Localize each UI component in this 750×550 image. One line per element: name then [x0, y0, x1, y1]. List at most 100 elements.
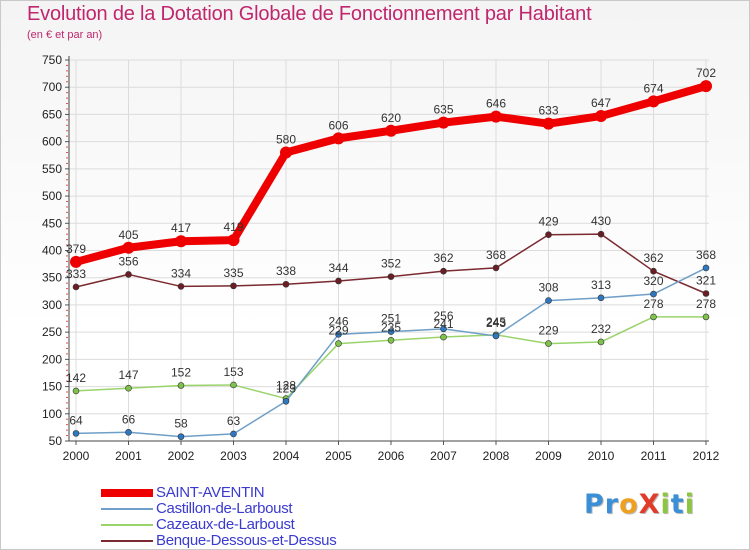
series-group [70, 80, 712, 440]
data-label: 66 [122, 412, 136, 426]
data-point [440, 325, 447, 333]
logo-letter: i [684, 489, 695, 520]
data-label: 419 [223, 220, 243, 234]
data-label: 430 [591, 214, 611, 228]
data-label: 152 [171, 365, 191, 379]
data-labels: 333 356 334 335 338 344 352 362 368 429 430 362 321 1… [66, 66, 716, 431]
x-tick-label: 2009 [535, 449, 562, 463]
legend-label: Cazeaux-de-Larboust [156, 516, 295, 533]
y-tick-label: 550 [42, 162, 62, 176]
x-tick-label: 2011 [641, 449, 667, 463]
data-point [177, 433, 185, 440]
x-tick-label: 2002 [168, 449, 195, 463]
data-point [440, 267, 447, 275]
data-label: 58 [174, 417, 188, 431]
data-label: 256 [433, 309, 453, 323]
data-point [282, 280, 290, 288]
data-label: 344 [328, 261, 348, 275]
data-point [545, 231, 552, 239]
data-label: 417 [171, 221, 191, 235]
data-label: 674 [643, 81, 663, 95]
data-point [280, 146, 292, 159]
data-label: 647 [591, 96, 611, 110]
data-label: 335 [223, 266, 243, 280]
data-point [387, 273, 395, 280]
data-label: 620 [381, 111, 401, 125]
data-label: 235 [381, 320, 401, 334]
data-label: 123 [276, 381, 296, 395]
y-axis-ticks: 50 100 150 200 250 300 350 400 450 500 550 600 650 70… [42, 53, 62, 448]
x-tick-label: 2003 [220, 449, 247, 463]
data-point [72, 430, 80, 437]
legend-swatch [101, 508, 153, 510]
data-point [387, 337, 395, 344]
data-point [72, 387, 80, 395]
data-label: 646 [486, 97, 506, 111]
y-tick-label: 300 [42, 298, 62, 312]
legend-swatch [101, 524, 153, 526]
data-label: 278 [643, 297, 663, 311]
data-label: 362 [643, 251, 663, 265]
x-tick-label: 2004 [273, 449, 300, 463]
data-point [70, 255, 82, 268]
data-point [335, 331, 342, 338]
y-tick-label: 600 [42, 135, 62, 149]
data-label: 243 [486, 316, 506, 330]
y-tick-label: 400 [42, 244, 62, 258]
data-point [230, 282, 237, 290]
data-label: 278 [696, 297, 716, 311]
data-point [335, 340, 342, 347]
logo-letter: i [660, 489, 671, 520]
logo-letter: r [604, 489, 620, 520]
data-point [437, 116, 450, 129]
data-label: 245 [486, 315, 506, 329]
data-point [702, 264, 710, 272]
chart-subtitle: (en € et par an) [27, 29, 103, 41]
data-point [702, 313, 710, 321]
data-label: 338 [276, 264, 296, 278]
data-point [542, 117, 555, 130]
data-point [282, 397, 290, 405]
x-tick-label: 2007 [430, 449, 457, 463]
y-tick-label: 50 [49, 434, 63, 448]
data-point [492, 332, 500, 340]
data-point [332, 132, 345, 145]
y-tick-label: 350 [42, 271, 62, 285]
data-label: 246 [328, 314, 348, 328]
x-tick-label: 2008 [483, 449, 510, 463]
data-label: 153 [223, 365, 243, 379]
data-point [385, 124, 397, 137]
data-point [702, 290, 710, 297]
data-label: 356 [118, 254, 138, 268]
legend-swatch [101, 489, 153, 497]
data-point [650, 313, 657, 321]
data-point [597, 338, 605, 346]
data-label: 308 [538, 281, 558, 295]
data-point [230, 381, 237, 389]
y-tick-label: 700 [42, 80, 62, 94]
axes [65, 56, 709, 445]
data-label: 241 [433, 317, 453, 331]
data-label: 142 [66, 371, 86, 385]
data-label: 379 [66, 242, 86, 256]
data-point [650, 290, 657, 298]
data-point [597, 230, 605, 238]
logo-letter: t [670, 489, 685, 520]
data-label: 333 [66, 267, 86, 281]
proxiti-logo: ProXiti [584, 489, 695, 520]
data-point [175, 235, 187, 248]
y-tick-label: 150 [42, 380, 62, 394]
chart-title: Evolution de la Dotation Globale de Fonc… [27, 3, 592, 25]
y-tick-label: 100 [42, 407, 62, 421]
data-point [597, 294, 605, 302]
data-point [125, 384, 132, 392]
data-label: 63 [227, 414, 241, 428]
legend-label: Castillon-de-Larboust [156, 500, 293, 517]
data-label: 147 [118, 368, 138, 382]
x-tick-label: 2010 [588, 449, 615, 463]
data-label: 320 [643, 274, 663, 288]
data-point [545, 297, 552, 304]
data-point [647, 95, 660, 108]
data-label: 580 [276, 133, 296, 147]
